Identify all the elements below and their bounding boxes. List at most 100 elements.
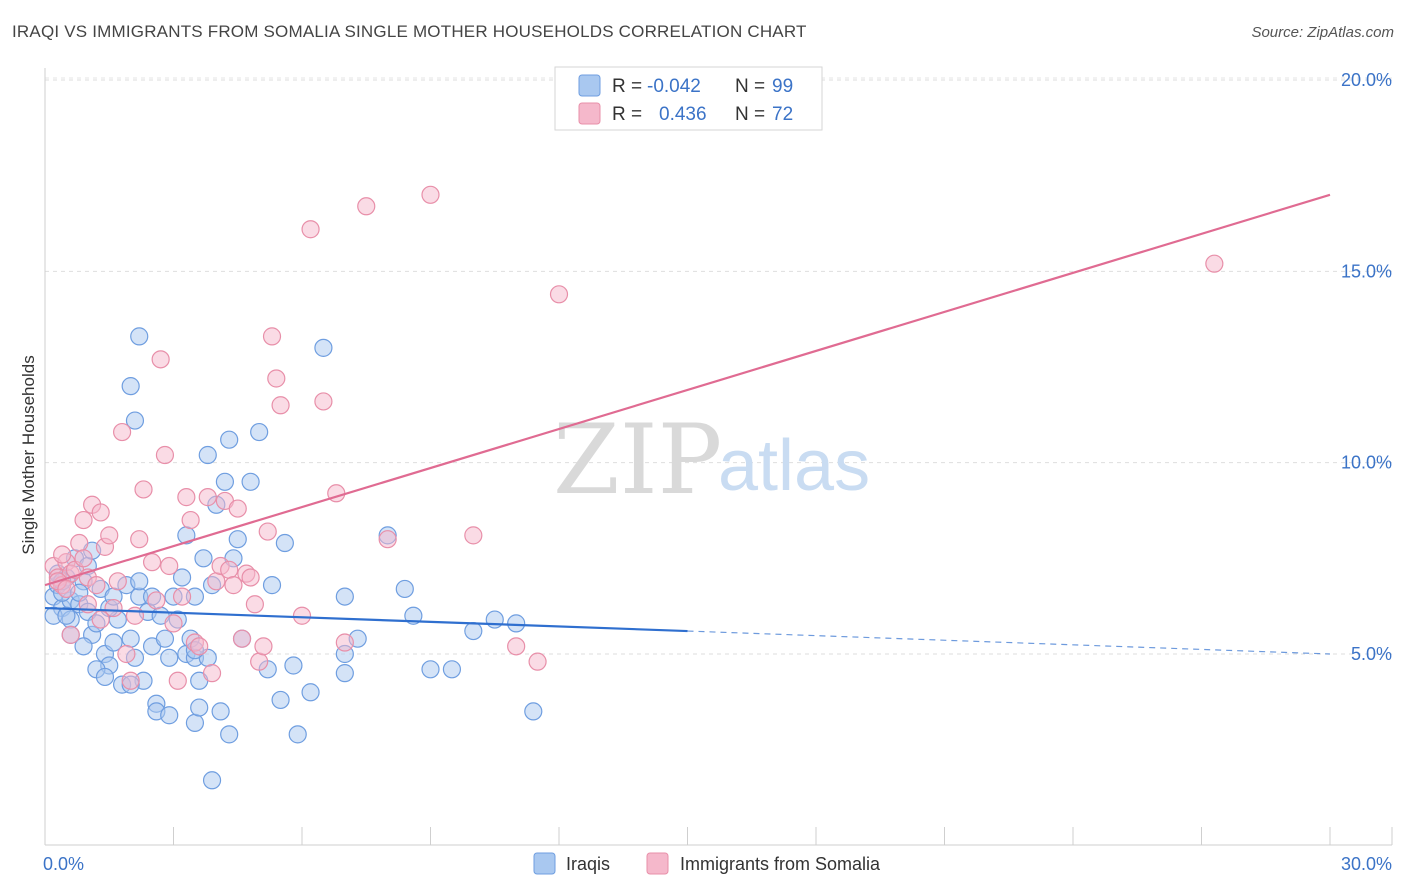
- data-point: [108, 572, 127, 591]
- data-point: [507, 637, 526, 656]
- data-point: [241, 472, 260, 491]
- data-point: [232, 629, 252, 648]
- data-point: [57, 579, 76, 599]
- data-point: [125, 411, 145, 430]
- data-point: [262, 576, 282, 595]
- data-point: [95, 667, 115, 687]
- data-point: [250, 652, 269, 671]
- data-point: [241, 568, 260, 587]
- data-point: [164, 614, 183, 633]
- legend-n-value-iraqis: 99: [772, 76, 793, 97]
- legend-swatch-iraqis: [578, 74, 601, 97]
- data-point: [485, 610, 504, 629]
- data-point: [267, 369, 286, 388]
- data-point: [335, 633, 354, 652]
- data-point: [357, 197, 376, 216]
- legend-n-value-somalia: 72: [772, 104, 793, 125]
- data-point: [198, 445, 217, 465]
- data-point: [130, 572, 149, 591]
- data-point: [524, 702, 543, 721]
- data-point: [74, 549, 93, 568]
- data-point: [258, 522, 277, 541]
- data-point: [130, 327, 149, 346]
- data-point: [142, 553, 162, 572]
- chart-title: IRAQI VS IMMIGRANTS FROM SOMALIA SINGLE …: [12, 22, 807, 41]
- stats-legend: R = -0.042 N = 99 R = 0.436 N = 72: [554, 66, 823, 131]
- data-point: [395, 579, 414, 599]
- legend-r-label: R =: [612, 104, 642, 125]
- data-point: [314, 338, 333, 357]
- trend-line-0: [44, 606, 688, 633]
- data-point: [134, 480, 153, 499]
- data-point: [254, 637, 273, 656]
- series-swatch-iraqis: [533, 852, 556, 875]
- watermark: ZIP atlas: [553, 404, 870, 516]
- data-point: [155, 629, 175, 648]
- data-point: [301, 683, 320, 702]
- data-point: [228, 530, 247, 549]
- data-point: [87, 576, 106, 595]
- data-point: [74, 637, 93, 656]
- data-point: [528, 652, 547, 671]
- data-point: [301, 220, 320, 239]
- data-point: [194, 549, 213, 568]
- axes: [44, 68, 1393, 846]
- data-point: [104, 633, 123, 652]
- data-point: [61, 625, 80, 644]
- source-label: Source: ZipAtlas.com: [1251, 24, 1394, 41]
- data-point: [464, 621, 483, 641]
- data-point: [172, 587, 192, 606]
- data-point: [202, 664, 222, 683]
- data-point: [314, 392, 333, 411]
- data-point: [198, 488, 217, 507]
- data-point: [185, 713, 205, 732]
- data-point: [202, 771, 222, 790]
- data-point: [442, 660, 462, 679]
- data-point: [224, 576, 243, 595]
- data-point: [1205, 254, 1224, 273]
- y-tick-label: 10.0%: [1341, 453, 1392, 473]
- legend-n-label: N =: [735, 76, 765, 97]
- data-point: [121, 629, 140, 648]
- data-point: [211, 702, 230, 721]
- data-point: [464, 526, 483, 545]
- legend-swatch-somalia: [578, 102, 601, 125]
- y-axis-label: Single Mother Households: [19, 355, 38, 554]
- data-point: [130, 530, 149, 549]
- trend-lines: [44, 193, 1331, 655]
- data-point: [172, 568, 192, 587]
- data-point: [112, 422, 132, 442]
- data-point: [421, 660, 440, 679]
- data-point: [250, 422, 269, 442]
- series-label-somalia: Immigrants from Somalia: [680, 854, 881, 874]
- data-point: [104, 598, 123, 618]
- data-point: [190, 698, 209, 717]
- data-point: [190, 637, 209, 656]
- data-point: [378, 530, 397, 549]
- data-point: [549, 285, 569, 304]
- series-label-iraqis: Iraqis: [566, 854, 610, 874]
- data-point: [57, 606, 76, 625]
- data-point: [100, 526, 119, 545]
- data-point: [288, 725, 307, 744]
- data-point: [220, 430, 239, 449]
- data-point: [228, 499, 247, 518]
- data-point: [404, 606, 423, 625]
- data-point: [220, 560, 239, 579]
- data-point: [155, 445, 175, 465]
- data-point: [177, 488, 196, 507]
- tick-labels: 5.0% 10.0% 15.0% 20.0% 0.0% 30.0%: [43, 70, 1392, 874]
- data-point: [220, 725, 239, 744]
- data-point: [292, 606, 312, 625]
- y-tick-label: 20.0%: [1341, 70, 1392, 90]
- data-point: [271, 396, 290, 415]
- data-point: [160, 556, 179, 576]
- data-point: [245, 595, 264, 614]
- series-legend: Iraqis Immigrants from Somalia: [533, 852, 881, 875]
- data-point: [70, 533, 89, 553]
- data-point: [121, 671, 140, 690]
- data-point: [507, 614, 526, 633]
- data-point: [335, 664, 354, 683]
- data-point: [275, 533, 294, 553]
